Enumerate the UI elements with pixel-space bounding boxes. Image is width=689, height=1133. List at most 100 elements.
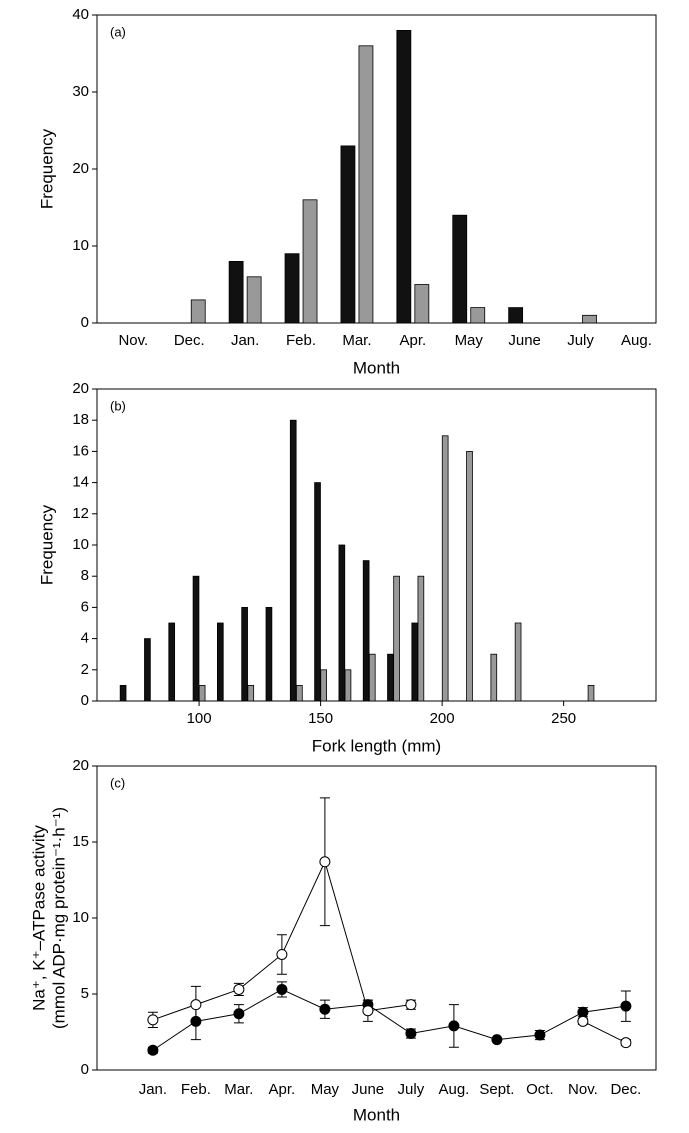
y-axis-label: (mmol ADP·mg protein⁻¹·h⁻¹)	[49, 807, 68, 1029]
y-tick-label: 0	[81, 692, 89, 709]
marker	[276, 948, 288, 960]
series-line	[152, 860, 627, 1044]
bar	[466, 450, 473, 702]
bar	[587, 685, 595, 702]
marker	[319, 1003, 331, 1015]
bar	[414, 284, 430, 324]
y-tick-label: 0	[81, 314, 89, 331]
y-tick-label: 18	[72, 411, 89, 428]
bar	[411, 622, 419, 702]
y-tick-label: 30	[72, 83, 89, 100]
bar	[320, 669, 327, 702]
y-tick-label: 2	[81, 661, 89, 678]
marker	[620, 1037, 632, 1049]
x-tick-label: Apr.	[269, 1081, 296, 1098]
bar	[198, 685, 206, 702]
panel-label: (b)	[110, 398, 126, 413]
bar	[490, 653, 498, 702]
bar	[247, 685, 255, 702]
bar	[338, 544, 346, 702]
marker	[147, 1044, 159, 1056]
y-tick-label: 20	[72, 380, 89, 397]
y-tick-label: 20	[72, 160, 89, 177]
x-tick-label: Jan.	[139, 1081, 167, 1098]
y-tick-label: 20	[72, 757, 89, 774]
x-tick-label: Nov.	[568, 1081, 598, 1098]
y-tick-label: 10	[72, 237, 89, 254]
bar	[358, 45, 374, 324]
x-tick-label: May	[455, 332, 484, 349]
bar	[246, 276, 262, 324]
x-tick-label: Oct.	[526, 1081, 554, 1098]
marker	[577, 1015, 589, 1027]
marker	[276, 983, 288, 995]
y-tick-label: 40	[72, 6, 89, 23]
bar	[314, 482, 321, 702]
bar	[417, 575, 425, 702]
marker	[405, 999, 417, 1011]
x-tick-label: Dec.	[174, 332, 205, 349]
marker	[491, 1034, 503, 1046]
marker	[233, 983, 245, 995]
bar	[393, 575, 400, 702]
plot-frame	[96, 14, 657, 324]
series-line	[152, 988, 626, 1051]
bar	[514, 622, 522, 702]
bar	[508, 307, 524, 324]
bar	[441, 435, 449, 702]
x-tick-label: Aug.	[438, 1081, 469, 1098]
marker	[233, 1008, 245, 1020]
bar	[582, 314, 597, 324]
plot-frame	[96, 765, 657, 1071]
y-tick-label: 15	[72, 833, 89, 850]
x-axis-label: Month	[353, 358, 400, 377]
x-tick-label: 200	[430, 710, 455, 727]
bar	[362, 560, 370, 702]
marker	[534, 1029, 546, 1041]
x-axis-label: Fork length (mm)	[312, 736, 441, 755]
bar	[119, 685, 127, 702]
x-tick-label: Feb.	[286, 332, 316, 349]
marker	[190, 1015, 202, 1027]
marker	[319, 856, 331, 868]
x-tick-label: Jan.	[231, 332, 259, 349]
bar	[144, 638, 151, 702]
bar	[168, 622, 176, 702]
x-tick-label: 250	[551, 710, 576, 727]
bar	[387, 653, 394, 702]
y-tick-label: 6	[81, 598, 89, 615]
y-axis-label: Frequency	[37, 504, 56, 585]
marker	[448, 1020, 460, 1032]
y-tick-label: 5	[81, 985, 89, 1002]
panel-label: (c)	[110, 775, 125, 790]
bar	[302, 199, 318, 324]
x-axis-label: Month	[353, 1105, 400, 1124]
x-tick-label: 100	[187, 710, 212, 727]
x-tick-label: June	[508, 332, 541, 349]
bar	[217, 622, 224, 702]
bar	[470, 307, 486, 324]
marker	[362, 1005, 374, 1017]
bar	[452, 214, 468, 324]
x-tick-label: May	[311, 1081, 340, 1098]
bar	[296, 685, 303, 702]
x-tick-label: Nov.	[118, 332, 148, 349]
bar	[396, 29, 412, 324]
bar	[368, 653, 376, 702]
x-tick-label: Apr.	[399, 332, 426, 349]
bar	[192, 575, 200, 702]
bar	[344, 669, 352, 702]
y-tick-label: 4	[81, 630, 89, 647]
marker	[577, 1006, 589, 1018]
y-tick-label: 16	[72, 442, 89, 459]
marker	[190, 999, 202, 1011]
bar	[340, 145, 356, 324]
x-tick-label: July	[567, 332, 594, 349]
plot-frame	[96, 388, 657, 702]
x-tick-label: July	[398, 1081, 425, 1098]
x-tick-label: Dec.	[610, 1081, 641, 1098]
x-tick-label: Feb.	[181, 1081, 211, 1098]
x-tick-label: Mar.	[224, 1081, 253, 1098]
